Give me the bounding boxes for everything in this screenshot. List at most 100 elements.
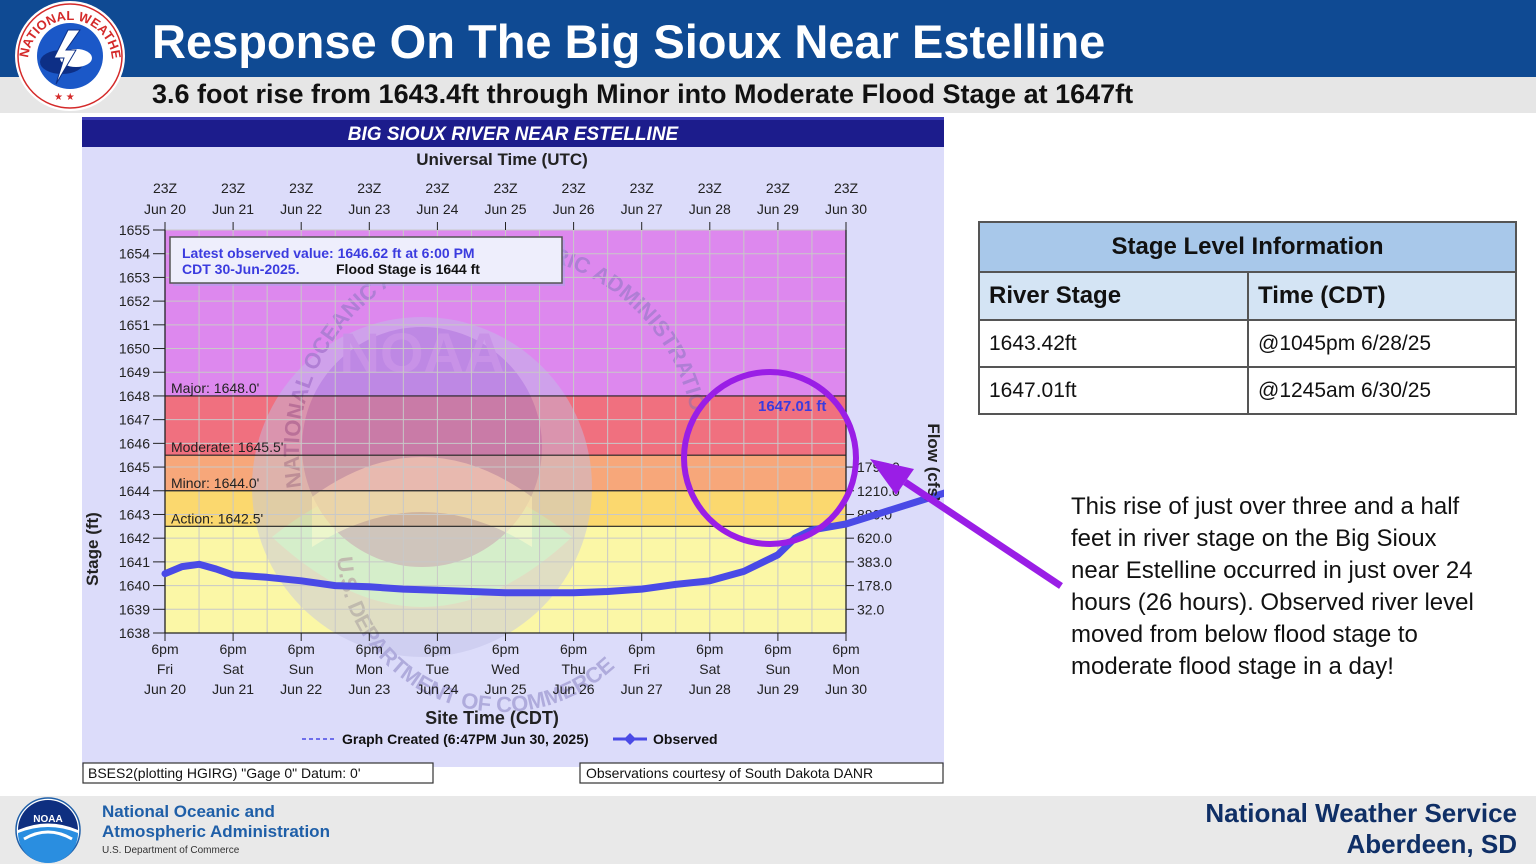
noaa-department: U.S. Department of Commerce bbox=[102, 845, 240, 856]
y-tick-label: 1650 bbox=[119, 341, 150, 357]
utc-axis: 23Z Jun 20 23Z Jun 21 23Z Jun 22 23Z Jun 23 23Z J… bbox=[144, 180, 867, 230]
y-tick-label: 1652 bbox=[119, 293, 150, 309]
x-tick-day: Tue bbox=[426, 661, 450, 677]
observed-point bbox=[638, 586, 645, 593]
x-tick-time: 6pm bbox=[764, 641, 791, 657]
y-axis-label: Stage (ft) bbox=[83, 512, 102, 586]
x-axis-label: Site Time (CDT) bbox=[425, 708, 559, 728]
table-cell: @1045pm 6/28/25 bbox=[1247, 319, 1517, 368]
info-line-1: Latest observed value: 1646.62 ft at 6:0… bbox=[182, 245, 475, 261]
y-tick-label: 1653 bbox=[119, 269, 150, 285]
x-tick-time: 6pm bbox=[492, 641, 519, 657]
table-row: 1647.01ft @1245am 6/30/25 bbox=[978, 366, 1517, 415]
top-tick-time: 23Z bbox=[630, 180, 655, 196]
observed-point bbox=[774, 551, 781, 558]
stage-axis: 1638 1639 1640 1641 1642 1643 1644 1645 1646 1647… bbox=[119, 222, 166, 641]
observed-point bbox=[332, 582, 339, 589]
x-tick-date: Jun 27 bbox=[621, 681, 663, 697]
footer-bar bbox=[0, 796, 1536, 864]
observed-point bbox=[706, 577, 713, 584]
x-tick-date: Jun 24 bbox=[416, 681, 458, 697]
noaa-line-1: National Oceanic and bbox=[102, 802, 275, 821]
chart-footer-right-box bbox=[579, 762, 944, 784]
top-tick-date: Jun 30 bbox=[825, 201, 867, 217]
observed-point bbox=[468, 588, 475, 595]
top-tick-date: Jun 23 bbox=[348, 201, 390, 217]
chart-footer-right: Observations courtesy of South Dakota DA… bbox=[586, 765, 873, 781]
top-tick-date: Jun 22 bbox=[280, 201, 322, 217]
peak-label: 1647.01 ft bbox=[758, 398, 826, 415]
y-tick-label: 1646 bbox=[119, 435, 150, 451]
subtitle-bar bbox=[0, 77, 1536, 113]
top-tick-date: Jun 26 bbox=[553, 201, 595, 217]
x-tick-time: 6pm bbox=[288, 641, 315, 657]
x-tick-day: Mon bbox=[832, 661, 859, 677]
flow-tick-label: 383.0 bbox=[857, 554, 892, 570]
table-cell: 1643.42ft bbox=[978, 319, 1249, 368]
svg-text:★ ★: ★ ★ bbox=[54, 92, 75, 103]
x-tick-day: Sun bbox=[765, 661, 790, 677]
observed-point bbox=[366, 583, 373, 590]
observed-point bbox=[264, 574, 271, 581]
top-tick-date: Jun 29 bbox=[757, 201, 799, 217]
top-tick-time: 23Z bbox=[562, 180, 587, 196]
observed-line bbox=[161, 489, 944, 597]
nws-logo: NATIONAL WEATHER SERVICE ★ ★ bbox=[10, 0, 125, 111]
flow-tick-label: 1210.0 bbox=[857, 483, 900, 499]
y-tick-label: 1643 bbox=[119, 506, 150, 522]
x-tick-day: Sat bbox=[699, 661, 720, 677]
noaa-name: National Oceanic and Atmospheric Adminis… bbox=[102, 802, 362, 842]
flood-category-label: Action: 1642.5' bbox=[171, 510, 263, 526]
chart-title: BIG SIOUX RIVER NEAR ESTELLINE bbox=[348, 124, 680, 145]
noaa-logo: NOAA bbox=[15, 797, 81, 863]
flood-category-label: Minor: 1644.0' bbox=[171, 475, 259, 491]
x-tick-day: Thu bbox=[562, 661, 586, 677]
top-tick-time: 23Z bbox=[357, 180, 382, 196]
top-tick-date: Jun 25 bbox=[484, 201, 526, 217]
flood-category-lines: Major: 1648.0' Moderate: 1645.5' Minor: 16… bbox=[165, 380, 846, 527]
x-tick-day: Fri bbox=[157, 661, 173, 677]
x-tick-day: Sun bbox=[289, 661, 314, 677]
observed-point bbox=[179, 563, 186, 570]
x-tick-time: 6pm bbox=[628, 641, 655, 657]
x-tick-time: 6pm bbox=[356, 641, 383, 657]
y-tick-label: 1639 bbox=[119, 601, 150, 617]
x-tick-time: 6pm bbox=[424, 641, 451, 657]
x-tick-date: Jun 25 bbox=[484, 681, 526, 697]
observed-point bbox=[843, 520, 849, 527]
hydrograph-svg: BIG SIOUX RIVER NEAR ESTELLINE Universal… bbox=[82, 117, 944, 784]
x-tick-time: 6pm bbox=[219, 641, 246, 657]
x-tick-day: Mon bbox=[356, 661, 383, 677]
highlight-circle bbox=[681, 369, 859, 547]
office-line-1: National Weather Service bbox=[1205, 798, 1517, 828]
y-tick-label: 1644 bbox=[119, 483, 150, 499]
table-header-time: Time (CDT) bbox=[1247, 271, 1517, 321]
observed-point bbox=[502, 589, 509, 596]
y-tick-label: 1641 bbox=[119, 554, 150, 570]
top-tick-time: 23Z bbox=[493, 180, 518, 196]
x-tick-day: Fri bbox=[634, 661, 650, 677]
page-title: Response On The Big Sioux Near Estelline bbox=[152, 15, 1106, 68]
info-line-2a: CDT 30-Jun-2025. bbox=[182, 261, 299, 277]
top-tick-time: 23Z bbox=[834, 180, 859, 196]
x-tick-date: Jun 22 bbox=[280, 681, 322, 697]
y-tick-label: 1655 bbox=[119, 222, 150, 238]
legend-created: Graph Created (6:47PM Jun 30, 2025) bbox=[342, 731, 589, 747]
hydrograph-chart: BIG SIOUX RIVER NEAR ESTELLINE Universal… bbox=[82, 117, 944, 784]
explanation-note: This rise of just over three and a half … bbox=[1071, 493, 1474, 680]
info-line-2b: Flood Stage is 1644 ft bbox=[336, 261, 480, 277]
cdt-axis: 6pm Fri Jun 20 6pm Sat Jun 21 6pm Sun Jun 22 6pm M… bbox=[144, 632, 867, 697]
top-tick-date: Jun 20 bbox=[144, 201, 186, 217]
watermark-name: NOAA bbox=[340, 321, 505, 384]
y-tick-label: 1654 bbox=[119, 246, 150, 262]
x-tick-date: Jun 20 bbox=[144, 681, 186, 697]
observed-point bbox=[604, 588, 611, 595]
x-tick-day: Sat bbox=[223, 661, 244, 677]
chart-title-bar bbox=[82, 117, 944, 147]
y-tick-label: 1651 bbox=[119, 317, 150, 333]
x-tick-time: 6pm bbox=[832, 641, 859, 657]
table-header-river-stage: River Stage bbox=[978, 271, 1249, 321]
legend-observed: Observed bbox=[653, 731, 718, 747]
observed-point bbox=[536, 589, 543, 596]
